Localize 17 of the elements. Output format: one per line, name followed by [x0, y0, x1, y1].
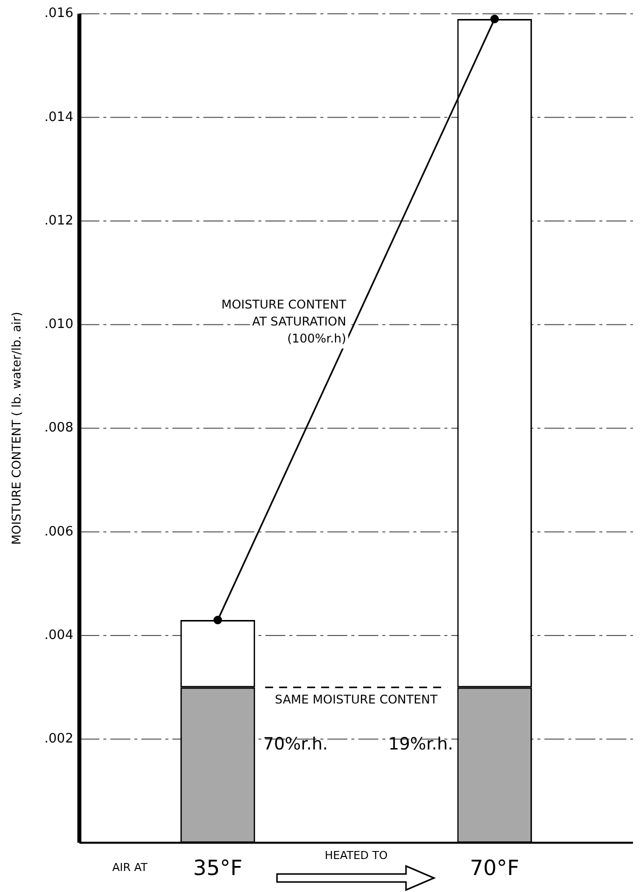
x-tick-label: 35°F	[193, 856, 242, 880]
y-tick-label: .004	[44, 628, 74, 643]
y-tick-label: .012	[44, 213, 74, 228]
y-tick-label: .010	[44, 317, 74, 332]
y-tick-label: .002	[44, 732, 74, 747]
y-tick-label: .006	[44, 524, 74, 540]
y-tick-label: .016	[44, 6, 74, 22]
y-tick-label: .008	[44, 420, 74, 436]
annotation: 19%r.h.	[388, 734, 454, 754]
series-label: MOISTURE CONTENT AT SATURATION (100%r.h)	[221, 298, 347, 346]
y-axis-title: MOISTURE CONTENT ( lb. water/lb. air)	[9, 312, 24, 545]
x-tick-label: 70°F	[470, 856, 520, 880]
annotation: 70%r.h.	[263, 734, 328, 754]
text: HEATED TO	[324, 849, 388, 862]
y-tick-label: .014	[44, 110, 74, 125]
text: AIR AT	[112, 861, 148, 874]
ref-line-label: SAME MOISTURE CONTENT	[274, 692, 438, 706]
